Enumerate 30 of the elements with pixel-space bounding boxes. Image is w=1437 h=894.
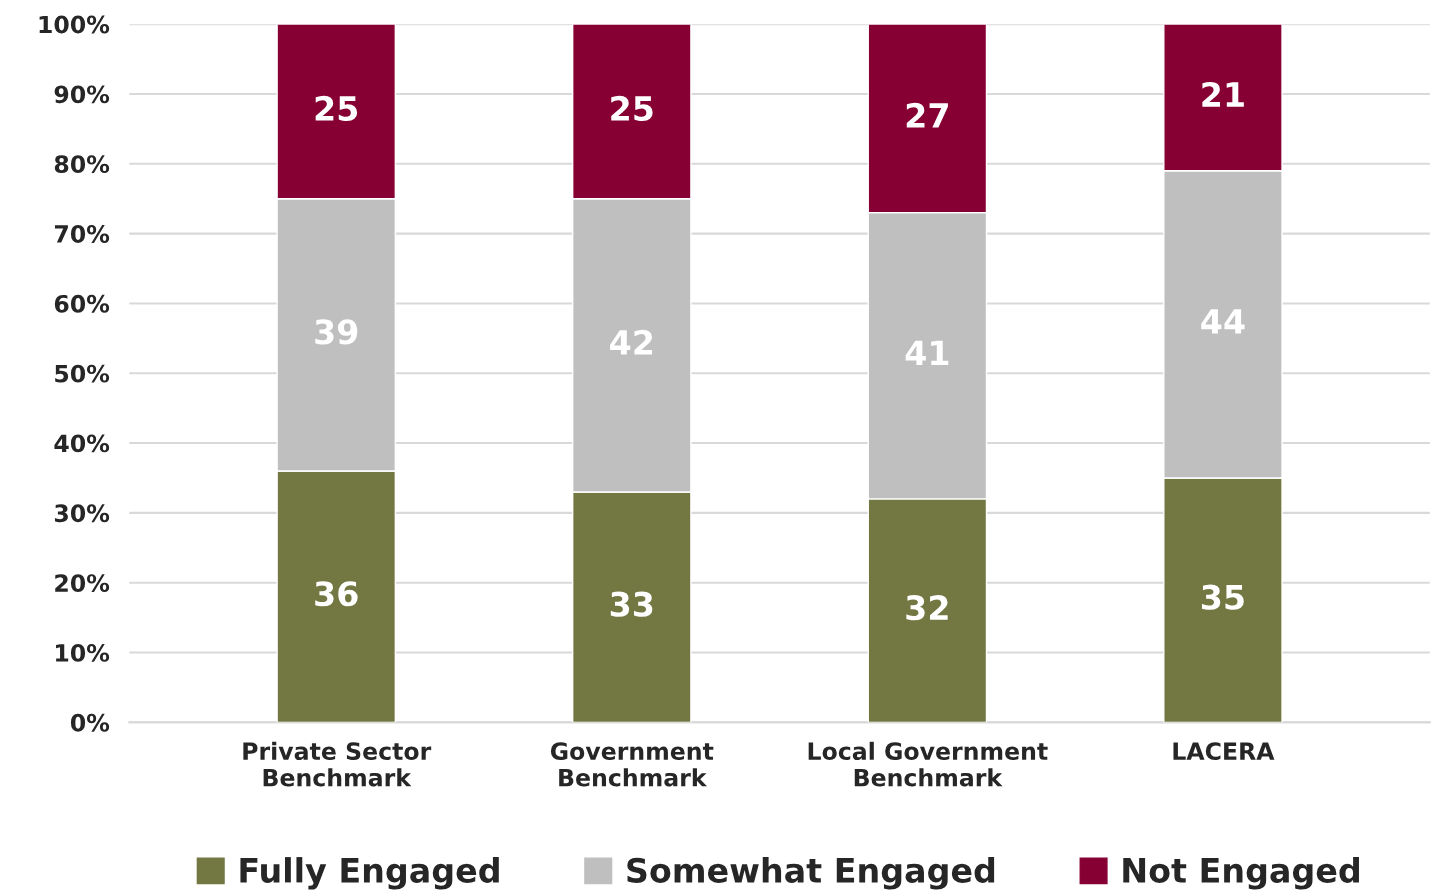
data-label: 32 [906, 595, 948, 621]
x-tick-label: Government Benchmark [550, 742, 714, 787]
y-tick-label: 10% [56, 643, 110, 662]
y-tick-label: 50% [55, 364, 110, 383]
y-tick-label: 60% [54, 294, 110, 313]
y-tick-label: 40% [54, 434, 110, 453]
y-tick-label: 30% [54, 504, 110, 523]
y-tick-label: 90% [54, 85, 110, 104]
data-label: 21 [1202, 81, 1244, 107]
data-label: 44 [1201, 309, 1245, 334]
legend-label: Not Engaged [1123, 857, 1359, 890]
x-tick-label: LACERA [1173, 742, 1275, 761]
data-label: 42 [610, 329, 653, 355]
data-label: 39 [315, 319, 358, 345]
y-tick-label: 70% [54, 225, 110, 243]
data-label: 35 [1201, 584, 1244, 610]
data-label: 33 [610, 591, 653, 617]
data-label: 27 [906, 102, 948, 128]
y-tick-label: 100% [39, 15, 110, 34]
legend-label: Fully Engaged [240, 857, 499, 890]
x-tick-label: Local Government Benchmark [808, 741, 1048, 787]
y-tick-label: 80% [54, 155, 110, 174]
data-label: 36 [315, 581, 358, 607]
y-tick-label: 20% [55, 574, 110, 593]
legend-label: Somewhat Engaged [627, 857, 995, 890]
data-label: 25 [315, 95, 358, 122]
y-tick-label: 0% [70, 713, 110, 732]
data-label: 41 [905, 340, 949, 365]
x-tick-label: Private Sector Benchmark [243, 741, 432, 787]
data-label: 25 [611, 95, 653, 122]
